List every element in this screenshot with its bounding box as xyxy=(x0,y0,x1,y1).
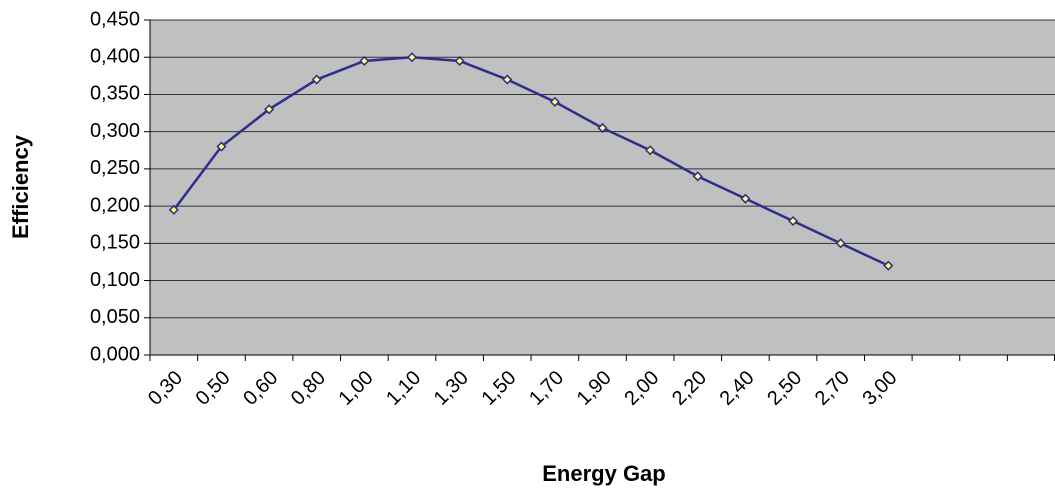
x-tick-label: 0,80 xyxy=(287,367,330,410)
data-point xyxy=(883,260,894,271)
x-tick-label: 0,30 xyxy=(144,367,187,410)
x-tick-label: 2,40 xyxy=(716,367,759,410)
x-tick-label: 2,50 xyxy=(763,367,806,410)
data-point xyxy=(645,145,656,156)
x-tick-label: 2,00 xyxy=(620,367,663,410)
x-tick-label: 0,60 xyxy=(239,367,282,410)
y-tick-label: 0,050 xyxy=(90,306,140,328)
x-tick-label: 1,10 xyxy=(382,367,425,410)
data-point xyxy=(406,52,418,63)
y-tick-label: 0,250 xyxy=(90,157,140,179)
data-point xyxy=(502,74,513,85)
x-axis-title: Energy Gap xyxy=(542,461,665,486)
y-tick-label: 0,450 xyxy=(90,8,140,30)
y-tick-label: 0,400 xyxy=(90,46,140,68)
data-point xyxy=(835,238,846,249)
y-axis-title: Efficiency xyxy=(8,134,33,239)
y-tick-label: 0,100 xyxy=(90,269,140,291)
x-tick-label: 1,90 xyxy=(573,367,616,410)
data-point xyxy=(787,215,799,227)
data-point xyxy=(597,122,608,134)
x-tick-label: 1,00 xyxy=(335,367,378,410)
x-tick-label: 2,70 xyxy=(811,367,854,410)
x-tick-label: 2,20 xyxy=(668,367,711,410)
data-point xyxy=(692,171,703,182)
data-point xyxy=(264,104,275,115)
x-tick-label: 1,70 xyxy=(525,367,568,410)
y-tick-label: 0,150 xyxy=(90,232,140,254)
plot-area xyxy=(150,20,1055,355)
data-point xyxy=(168,204,179,215)
data-point xyxy=(549,96,560,107)
y-tick-label: 0,350 xyxy=(90,83,140,105)
x-tick-label: 3,00 xyxy=(858,367,901,410)
data-point xyxy=(454,55,465,67)
y-tick-label: 0,300 xyxy=(90,120,140,142)
data-line xyxy=(172,55,889,267)
x-tick-label: 1,50 xyxy=(477,367,520,410)
x-tick-label: 1,30 xyxy=(430,367,473,410)
y-tick-label: 0,000 xyxy=(90,343,140,365)
data-point xyxy=(311,74,322,85)
y-tick-label: 0,200 xyxy=(90,194,140,216)
data-point xyxy=(359,55,370,67)
data-point xyxy=(216,141,227,152)
data-point xyxy=(740,193,751,204)
x-tick-label: 0,50 xyxy=(192,367,235,410)
